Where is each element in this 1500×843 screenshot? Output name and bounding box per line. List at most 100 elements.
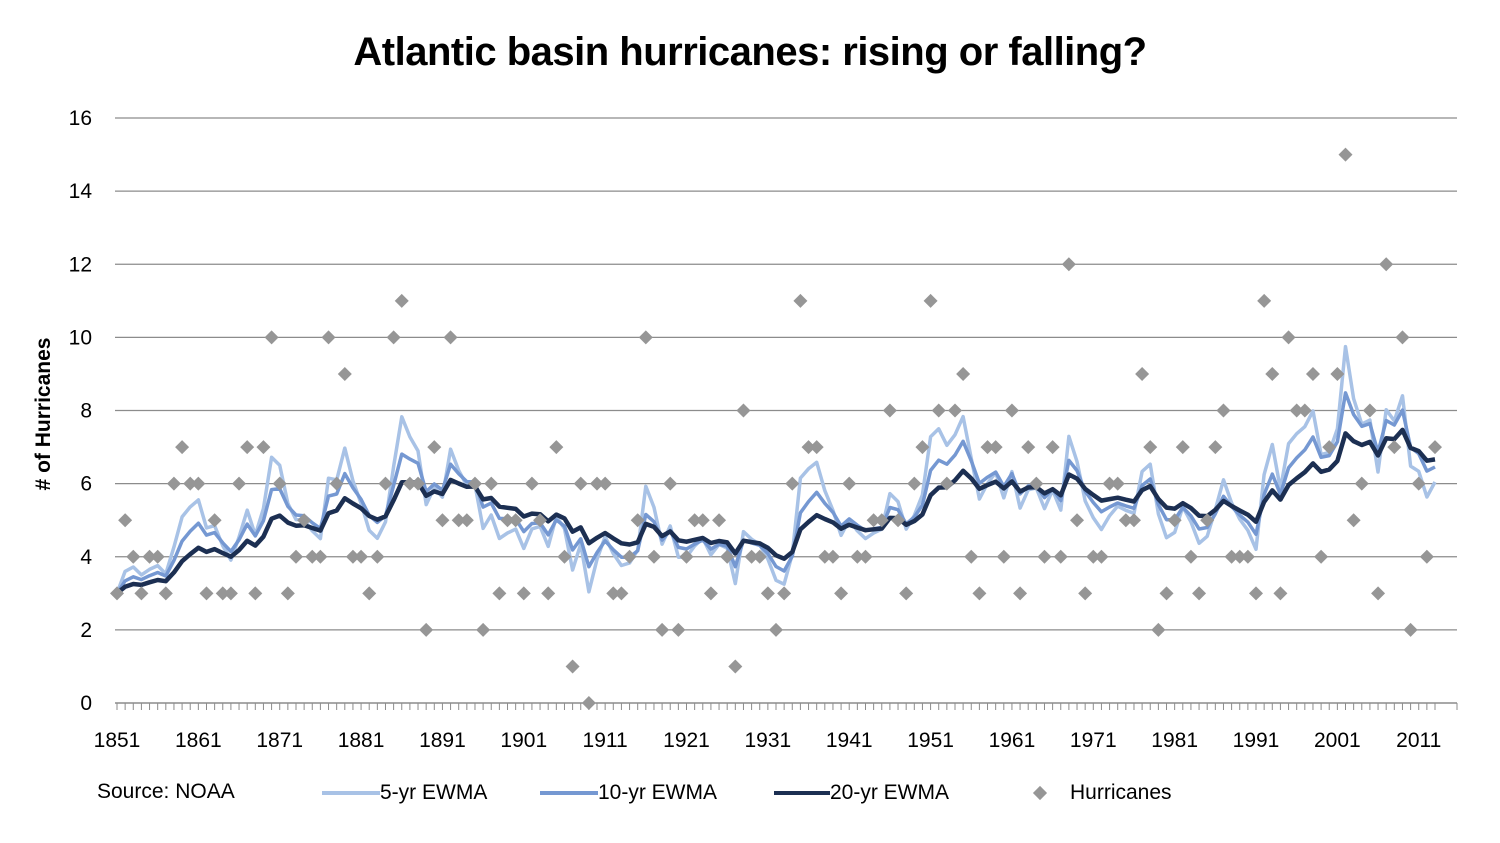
hurricane-point [378, 476, 393, 491]
hurricane-point [492, 586, 507, 601]
hurricane-point [834, 586, 849, 601]
hurricane-point [1281, 330, 1296, 345]
hurricane-point [1078, 586, 1093, 601]
hurricane-point [996, 549, 1011, 564]
hurricane-point [825, 549, 840, 564]
hurricane-point [1240, 549, 1255, 564]
hurricane-point [956, 366, 971, 381]
hurricane-point [427, 440, 442, 455]
legend-line-20yr [774, 791, 830, 795]
hurricane-point [1029, 476, 1044, 491]
y-tick-labels: 0 2 4 6 8 10 12 14 16 [69, 107, 93, 715]
hurricane-point [712, 513, 727, 528]
series-line-20-yr-ewma [115, 427, 1436, 596]
hurricane-point [1183, 549, 1198, 564]
hurricane-point [280, 586, 295, 601]
hurricane-point [1126, 513, 1141, 528]
hurricane-point [1061, 257, 1076, 272]
y-tick-label-8: 8 [80, 400, 92, 423]
hurricane-point [1086, 549, 1101, 564]
legend-line-5yr [322, 791, 380, 795]
hurricane-point [223, 586, 238, 601]
hurricane-point [769, 622, 783, 637]
hurricane-point [126, 549, 141, 564]
y-tick-label-10: 10 [69, 326, 92, 349]
hurricane-point [891, 513, 906, 528]
hurricane-point [411, 476, 426, 491]
y-axis-label: # of Hurricanes [32, 338, 55, 491]
y-tick-label-4: 4 [80, 546, 92, 569]
hurricane-point [215, 586, 230, 601]
hurricane-point [110, 586, 124, 601]
hurricane-point [524, 476, 539, 491]
hurricane-point [549, 440, 564, 455]
hurricane-point [118, 513, 133, 528]
hurricane-point [1045, 440, 1060, 455]
hurricane-point [354, 549, 369, 564]
hurricane-point [573, 476, 588, 491]
hurricane-point [1419, 549, 1434, 564]
hurricane-point [1135, 366, 1150, 381]
y-tick-label-12: 12 [69, 253, 92, 276]
x-tick-label-1931: 1931 [745, 729, 792, 752]
hurricane-point [1167, 513, 1182, 528]
x-tick-label-1951: 1951 [907, 729, 954, 752]
hurricane-point [1004, 403, 1019, 418]
hurricane-point [565, 659, 580, 674]
hurricane-point [199, 586, 214, 601]
hurricane-point [1362, 403, 1377, 418]
hurricane-point [1273, 586, 1288, 601]
hurricane-points [110, 147, 1442, 710]
hurricane-point [329, 476, 344, 491]
x-tick-label-2011: 2011 [1396, 729, 1441, 752]
hurricane-point [288, 549, 303, 564]
hurricane-point [467, 476, 482, 491]
x-tick-label-1891: 1891 [419, 729, 466, 752]
hurricane-point [598, 476, 613, 491]
hurricane-point [1411, 476, 1426, 491]
hurricane-point [459, 513, 474, 528]
hurricane-point [183, 476, 198, 491]
y-tick-label-6: 6 [80, 473, 92, 496]
hurricane-point [240, 440, 255, 455]
hurricane-point [801, 440, 816, 455]
legend-label-20yr: 20-yr EWMA [830, 781, 950, 804]
hurricane-point [793, 293, 808, 308]
hurricane-point [1322, 440, 1337, 455]
hurricane-point [1305, 366, 1320, 381]
hurricane-point [533, 513, 548, 528]
x-tick-label-1861: 1861 [175, 729, 222, 752]
hurricane-point [915, 440, 930, 455]
hurricane-point [142, 549, 157, 564]
hurricane-point [516, 586, 531, 601]
x-tick-label-1901: 1901 [500, 729, 547, 752]
hurricane-point [1346, 513, 1361, 528]
x-tick-labels: 1851 1861 1871 1881 1891 1901 1911 1921 1931 1941… [94, 729, 1442, 752]
x-tick-label-1911: 1911 [583, 729, 628, 752]
legend-item-20yr: 20-yr EWMA [774, 778, 949, 808]
hurricane-point [305, 549, 320, 564]
hurricane-point [1200, 513, 1215, 528]
hurricane-point [232, 476, 247, 491]
hurricane-point [1053, 549, 1068, 564]
x-axis [115, 702, 1458, 710]
legend-item-hurricanes: Hurricanes [1030, 778, 1172, 808]
hurricane-point [1428, 440, 1442, 455]
hurricane-point [736, 403, 751, 418]
hurricane-point [972, 586, 987, 601]
x-tick-label-1941: 1941 [826, 729, 873, 752]
x-tick-label-1991: 1991 [1233, 729, 1280, 752]
hurricane-point [817, 549, 832, 564]
legend-line-10yr [540, 791, 598, 795]
hurricane-point [760, 586, 775, 601]
gridlines [115, 117, 1457, 631]
hurricane-point [500, 513, 515, 528]
hurricane-point [1159, 586, 1174, 601]
hurricane-point [1330, 366, 1345, 381]
hurricane-point [1297, 403, 1312, 418]
x-tick-label-1871: 1871 [256, 729, 303, 752]
hurricane-point [337, 366, 352, 381]
legend-item-10yr: 10-yr EWMA [540, 778, 717, 808]
hurricane-point [207, 513, 222, 528]
hurricane-point [1265, 366, 1280, 381]
